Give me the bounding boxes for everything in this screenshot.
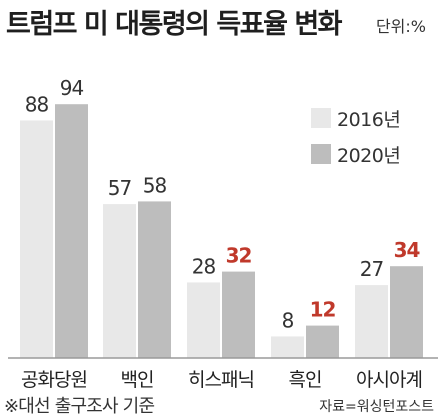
bar-공화당원-2016년 (20, 120, 53, 359)
category-label-공화당원: 공화당원 (21, 369, 87, 391)
category-label-히스패닉: 히스패닉 (188, 369, 254, 391)
data-label-아시아계-2016년: 27 (360, 257, 384, 281)
bar-히스패닉-2016년 (187, 282, 220, 358)
legend: 2016년 2020년 (311, 107, 401, 179)
data-label-흑인-2020년: 12 (310, 298, 336, 322)
legend-label-2020: 2020년 (337, 144, 401, 167)
bar-아시아계-2016년 (355, 285, 388, 358)
bar-백인-2020년 (138, 201, 171, 358)
source-credit: 자료=워싱턴포스트 (319, 399, 434, 415)
legend-swatch-2016 (311, 108, 331, 128)
bar-히스패닉-2020년 (222, 271, 255, 358)
legend-swatch-2020 (311, 144, 331, 164)
bar-아시아계-2020년 (390, 266, 423, 358)
data-label-공화당원-2020년: 94 (60, 76, 84, 100)
category-label-흑인: 흑인 (289, 369, 322, 391)
chart-title: 트럼프 미 대통령의 득표율 변화 (6, 9, 343, 40)
footnote: ※대선 출구조사 기준 (4, 396, 155, 417)
category-label-백인: 백인 (121, 369, 154, 391)
legend-label-2016: 2016년 (337, 108, 401, 131)
bar-흑인-2016년 (271, 336, 304, 358)
data-label-아시아계-2020년: 34 (394, 238, 420, 262)
data-label-백인-2020년: 58 (143, 173, 167, 197)
bar-공화당원-2020년 (55, 104, 88, 358)
data-label-히스패닉-2016년: 28 (192, 254, 216, 278)
data-label-공화당원-2016년: 88 (25, 92, 49, 116)
unit-label: 단위:% (375, 17, 426, 36)
legend-item-2016: 2016년 (311, 107, 401, 131)
data-label-흑인-2016년: 8 (282, 308, 294, 332)
data-label-히스패닉-2020년: 32 (226, 244, 252, 268)
bar-흑인-2020년 (306, 325, 339, 358)
bar-백인-2016년 (103, 204, 136, 358)
legend-item-2020: 2020년 (311, 143, 401, 167)
data-label-백인-2016년: 57 (108, 176, 132, 200)
category-label-아시아계: 아시아계 (356, 369, 422, 391)
